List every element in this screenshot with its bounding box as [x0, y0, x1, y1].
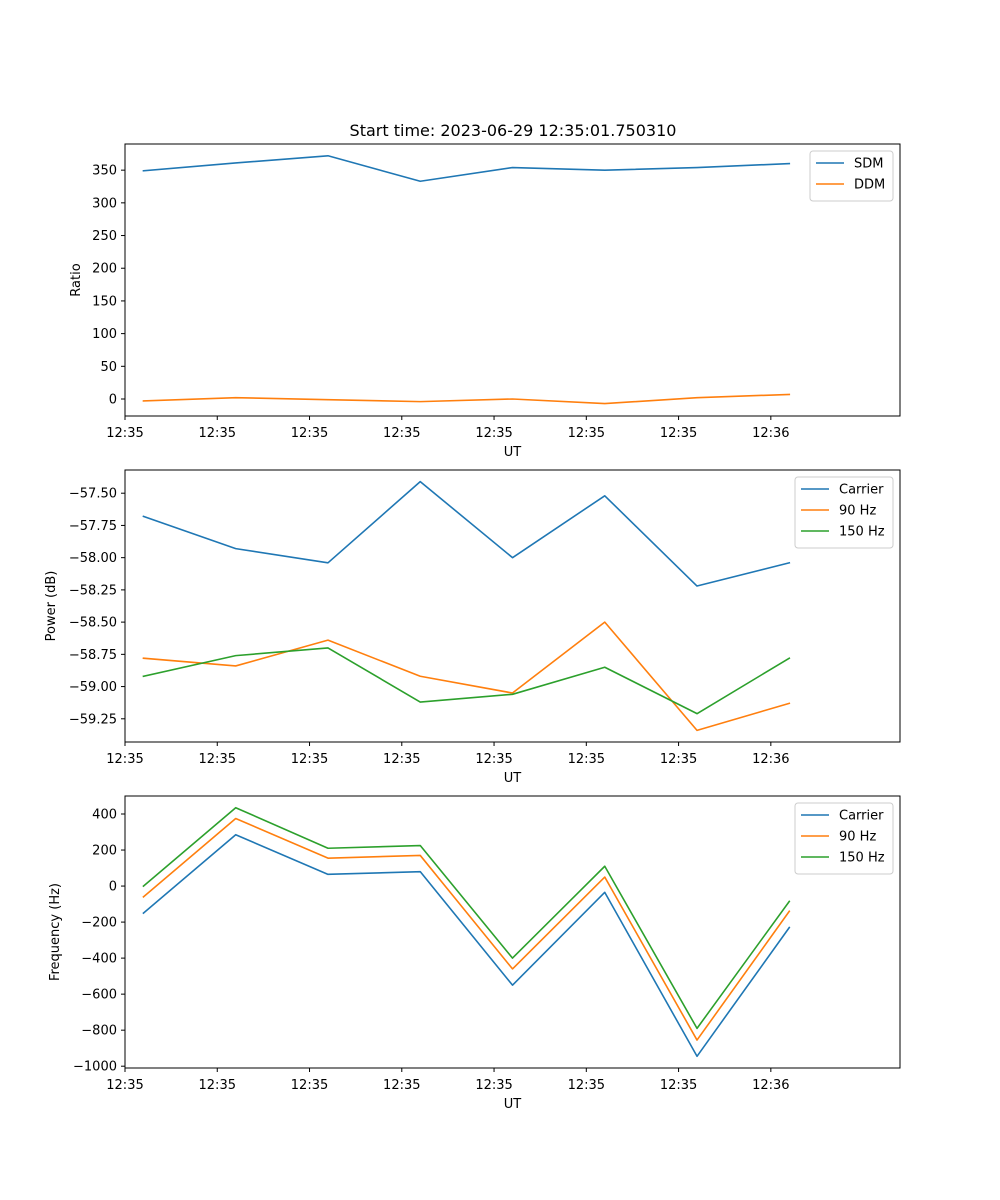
- y-tick-label: −57.50: [69, 487, 117, 502]
- x-tick-label: 12:35: [383, 752, 420, 767]
- x-tick-label: 12:35: [106, 1078, 143, 1093]
- subplot-1: 12:35 12:35 12:35 12:35 12:35 12:35 12:35 12:36…: [69, 143, 901, 460]
- subplot-2: 12:35 12:35 12:35 12:35 12:35 12:35 12:35 12:36…: [44, 469, 901, 786]
- y-tick-label: −800: [81, 1024, 117, 1039]
- legend-label: SDM: [854, 157, 883, 172]
- x-tick-label: 12:35: [199, 1078, 236, 1093]
- legend: SDM DDM: [809, 150, 894, 202]
- y-tick-label: −58.50: [69, 616, 117, 631]
- y-tick-label: −59.25: [69, 712, 117, 727]
- series-line-1-1: [142, 154, 791, 183]
- x-tick-label: 12:35: [383, 426, 420, 441]
- legend-label: 90 Hz: [839, 504, 876, 519]
- series-line-1-2: [142, 393, 791, 405]
- y-tick-label: 250: [92, 229, 117, 244]
- x-tick-label: 12:35: [568, 1078, 605, 1093]
- subplots: 12:35 12:35 12:35 12:35 12:35 12:35 12:35 12:36…: [44, 143, 901, 1112]
- y-tick-label: −400: [81, 952, 117, 967]
- legend: Carrier 90 Hz 150 Hz: [794, 476, 894, 549]
- y-tick-label: 350: [92, 164, 117, 179]
- y-tick-label: −59.00: [69, 680, 117, 695]
- y-tick-label: 100: [92, 327, 117, 342]
- y-tick-label: −57.75: [69, 519, 117, 534]
- x-tick-label: 12:35: [660, 426, 697, 441]
- axes-frame: [124, 795, 901, 1069]
- x-tick-label: 12:35: [199, 752, 236, 767]
- y-tick-label: −600: [81, 988, 117, 1003]
- legend-label: Carrier: [839, 809, 884, 824]
- axes-frame: [124, 469, 901, 743]
- legend: Carrier 90 Hz 150 Hz: [794, 802, 894, 875]
- axes-frame: [124, 143, 901, 417]
- series-line-3-3: [142, 806, 791, 1030]
- x-tick-label: 12:36: [752, 752, 789, 767]
- y-axis-label: Power (dB): [44, 571, 59, 642]
- x-tick-label: 12:35: [383, 1078, 420, 1093]
- series-line-3-2: [142, 817, 791, 1041]
- x-tick-label: 12:35: [475, 426, 512, 441]
- legend-label: Carrier: [839, 483, 884, 498]
- legend-label: 150 Hz: [839, 851, 885, 866]
- y-axis-label: Ratio: [69, 263, 84, 296]
- x-tick-label: 12:36: [752, 426, 789, 441]
- x-axis-label: UT: [504, 445, 522, 460]
- y-tick-label: 0: [109, 880, 117, 895]
- x-tick-label: 12:35: [568, 752, 605, 767]
- y-tick-label: −1000: [73, 1060, 117, 1075]
- y-tick-label: −200: [81, 916, 117, 931]
- y-tick-label: −58.25: [69, 583, 117, 598]
- x-tick-label: 12:35: [291, 426, 328, 441]
- subplot-3: 12:35 12:35 12:35 12:35 12:35 12:35 12:35 12:36…: [48, 795, 901, 1112]
- x-tick-label: 12:35: [660, 1078, 697, 1093]
- x-tick-label: 12:35: [199, 426, 236, 441]
- figure-title: Start time: 2023-06-29 12:35:01.750310: [350, 121, 677, 140]
- y-tick-label: 50: [100, 360, 117, 375]
- legend-label: DDM: [854, 178, 885, 193]
- y-axis-label: Frequency (Hz): [48, 883, 63, 981]
- x-tick-label: 12:35: [660, 752, 697, 767]
- x-tick-label: 12:35: [475, 752, 512, 767]
- series-line-2-3: [142, 647, 791, 715]
- x-tick-label: 12:35: [291, 752, 328, 767]
- x-tick-label: 12:35: [106, 752, 143, 767]
- y-tick-label: −58.00: [69, 551, 117, 566]
- series-line-3-1: [142, 833, 791, 1058]
- y-tick-label: 200: [92, 844, 117, 859]
- x-tick-label: 12:35: [568, 426, 605, 441]
- series-line-2-2: [142, 621, 791, 732]
- x-tick-label: 12:35: [106, 426, 143, 441]
- y-tick-label: −58.75: [69, 648, 117, 663]
- y-tick-label: 400: [92, 808, 117, 823]
- x-axis-label: UT: [504, 771, 522, 786]
- y-tick-label: 300: [92, 196, 117, 211]
- x-tick-label: 12:36: [752, 1078, 789, 1093]
- y-tick-label: 200: [92, 262, 117, 277]
- legend-label: 90 Hz: [839, 830, 876, 845]
- x-axis-label: UT: [504, 1097, 522, 1112]
- legend-label: 150 Hz: [839, 525, 885, 540]
- x-tick-label: 12:35: [291, 1078, 328, 1093]
- x-tick-label: 12:35: [475, 1078, 512, 1093]
- y-tick-label: 0: [109, 393, 117, 408]
- series-line-2-1: [142, 480, 791, 587]
- y-tick-label: 150: [92, 294, 117, 309]
